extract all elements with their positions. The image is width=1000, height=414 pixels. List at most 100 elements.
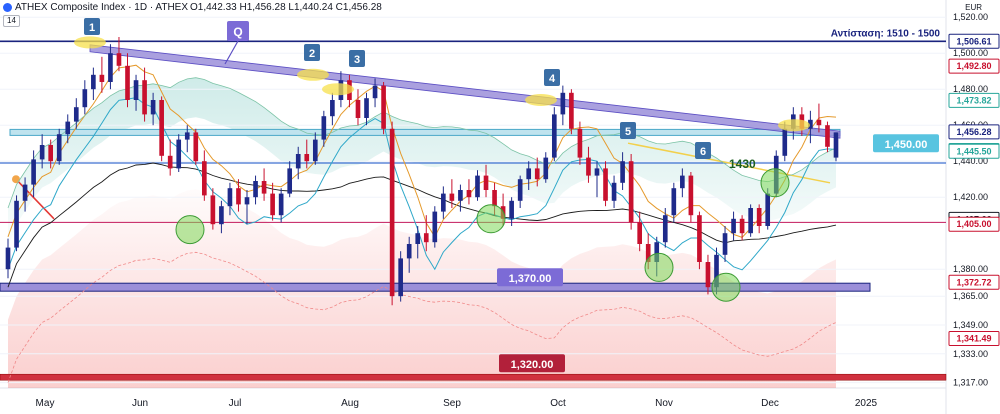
pattern-label-text: 2 <box>309 48 315 60</box>
annotation-1430: 1430 <box>729 157 756 171</box>
candle-body <box>142 80 147 115</box>
candle-body <box>210 195 216 225</box>
x-tick-label: Oct <box>550 398 566 409</box>
red-arrow-line <box>15 178 55 220</box>
ma-orange <box>7 64 837 238</box>
candle-body <box>697 215 702 262</box>
price-label-1,506.61: 1,506.61 <box>948 33 1000 49</box>
y-tick-label: 1,480.00 <box>953 84 988 94</box>
candle-body <box>560 92 566 115</box>
support-band-1320 <box>0 373 947 381</box>
candle-body <box>577 128 583 158</box>
candle-body <box>466 190 472 198</box>
resistance-touch-marker <box>297 68 329 81</box>
symbol-title[interactable]: ATHEX Composite Index · 1D · ATHEX <box>15 2 189 13</box>
candle-body <box>244 197 250 205</box>
candle-body <box>543 157 549 180</box>
candle-body <box>662 215 668 243</box>
candle-body <box>731 218 736 234</box>
support-circle-marker <box>711 272 741 302</box>
resistance-touch-marker <box>778 119 810 132</box>
y-tick-label: 1,500.00 <box>953 48 988 58</box>
price-label-box <box>948 124 1000 140</box>
candle-body <box>270 193 275 216</box>
x-tick-label: May <box>36 398 55 409</box>
price-label-1,341.49: 1,341.49 <box>948 331 1000 347</box>
q-label-box <box>227 21 249 41</box>
pattern-label-box <box>304 44 320 61</box>
x-tick-label: Aug <box>341 398 359 409</box>
ohlc-readout: O1,442.33 H1,456.28 L1,440.24 C1,456.28 <box>190 2 382 13</box>
support-circle-marker <box>644 252 674 282</box>
pattern-label-text: 4 <box>549 73 556 85</box>
x-tick-label: Dec <box>761 398 779 409</box>
candle-body <box>492 190 497 207</box>
candle-body <box>176 139 182 169</box>
candle-body <box>133 80 139 100</box>
pattern-label-text: 6 <box>700 146 706 158</box>
candle-body <box>526 168 532 180</box>
price-label-box <box>948 331 1000 347</box>
price-label-text: 1,445.50 <box>956 146 991 156</box>
price-label-1,492.80: 1,492.80 <box>948 58 1000 74</box>
price-label-text: 1,341.49 <box>956 334 991 344</box>
candle-body <box>398 258 403 297</box>
indicator-length[interactable]: 14 <box>3 15 20 27</box>
candle-body <box>551 114 557 158</box>
y-tick-label: 1,520.00 <box>953 12 988 22</box>
candle-body <box>611 182 617 201</box>
candle-body <box>722 233 728 255</box>
level-label-1320: 1,320.00 <box>499 354 565 373</box>
candle-body <box>253 181 258 198</box>
price-label-1,445.50: 1,445.50 <box>948 143 1000 159</box>
y-tick-label: 1,420.00 <box>953 192 988 202</box>
price-label-box <box>948 143 1000 159</box>
candle-body <box>14 200 19 248</box>
pattern-label-box <box>349 50 365 67</box>
y-tick-label: 1,349.00 <box>953 320 988 330</box>
candle-body <box>415 233 421 244</box>
q-pointer <box>224 40 239 65</box>
symbol-logo-icon <box>3 3 12 12</box>
price-label-text: 1,506.61 <box>956 36 991 46</box>
candle-body <box>406 244 412 259</box>
candle-body <box>756 208 762 226</box>
level-label-1370: 1,370.00 <box>497 268 563 287</box>
resistance-band-1450 <box>9 128 841 136</box>
candle-body <box>534 168 540 180</box>
lower-band-line <box>7 251 837 383</box>
candle-body <box>91 74 96 90</box>
candle-body <box>202 161 207 196</box>
candle-body <box>73 107 79 122</box>
candle-body <box>654 242 660 262</box>
resistance-label: Αντίσταση: 1510 - 1500 <box>831 28 941 39</box>
pattern-label-text: 3 <box>354 54 360 66</box>
candle-body <box>65 121 71 135</box>
pattern-label-2: 2 <box>304 44 320 61</box>
candle-body <box>312 139 318 162</box>
support-band-1370 <box>0 282 871 292</box>
currency-label: EUR <box>965 3 982 12</box>
candle-body <box>782 128 788 156</box>
candle-body <box>449 193 455 201</box>
candle-body <box>816 119 822 126</box>
pattern-label-1: 1 <box>84 18 100 35</box>
candle-body <box>116 53 122 66</box>
pattern-label-box <box>84 18 100 35</box>
candle-body <box>748 208 753 234</box>
candle-body <box>150 100 156 115</box>
candle-body <box>671 188 677 216</box>
chart-header: ATHEX Composite Index · 1D · ATHEX O1,44… <box>0 0 946 28</box>
y-tick-label: 1,317.00 <box>953 378 988 388</box>
candle-body <box>509 200 514 219</box>
candle-body <box>321 116 327 140</box>
candle-body <box>227 188 233 207</box>
candle-body <box>31 159 36 185</box>
candle-body <box>159 100 164 156</box>
price-label-text: 1,473.82 <box>956 95 991 105</box>
pattern-label-3: 3 <box>349 50 365 67</box>
candle-body <box>808 119 813 129</box>
candle-body <box>475 175 480 198</box>
candle-body <box>637 222 642 244</box>
